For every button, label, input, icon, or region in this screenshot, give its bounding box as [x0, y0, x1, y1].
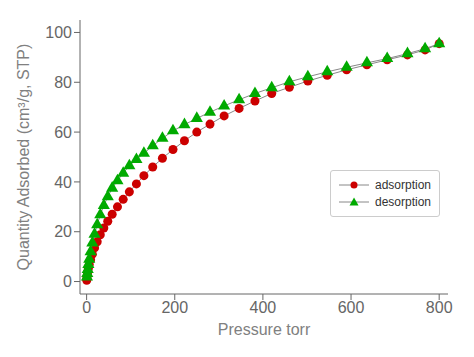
svg-text:80: 80 — [54, 74, 72, 91]
svg-text:0: 0 — [63, 273, 72, 290]
svg-text:600: 600 — [338, 299, 365, 316]
svg-text:Quantity Adsorbed (cm³/g, STP): Quantity Adsorbed (cm³/g, STP) — [15, 44, 32, 271]
svg-text:Pressure torr: Pressure torr — [218, 321, 311, 338]
svg-text:200: 200 — [161, 299, 188, 316]
svg-text:100: 100 — [45, 24, 72, 41]
svg-text:400: 400 — [250, 299, 277, 316]
svg-text:60: 60 — [54, 124, 72, 141]
html-text:desorption: desorption — [375, 195, 431, 209]
svg-text:0: 0 — [82, 299, 91, 316]
svg-text:20: 20 — [54, 223, 72, 240]
svg-text:800: 800 — [426, 299, 453, 316]
svg-text:40: 40 — [54, 174, 72, 191]
html-text:adsorption: adsorption — [375, 178, 431, 192]
